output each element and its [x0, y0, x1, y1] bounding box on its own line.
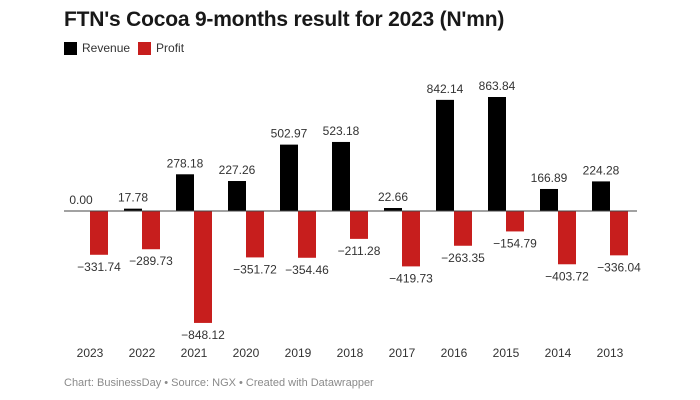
profit-bar-2020 — [246, 211, 264, 258]
profit-label-2013: −336.04 — [597, 260, 641, 274]
revenue-bar-2014 — [540, 188, 558, 211]
profit-label-2017: −419.73 — [389, 271, 433, 285]
profit-label-2023: −331.74 — [77, 260, 121, 274]
profit-bar-2015 — [506, 211, 524, 232]
profit-label-2014: −403.72 — [545, 269, 589, 283]
x-tick-label-2013: 2013 — [597, 346, 624, 360]
x-tick-label-2015: 2015 — [493, 346, 520, 360]
profit-bar-2018 — [350, 211, 368, 239]
revenue-bar-2020 — [228, 181, 246, 211]
x-tick-label-2023: 2023 — [77, 346, 104, 360]
revenue-bar-2021 — [176, 174, 194, 211]
profit-label-2018: −211.28 — [338, 244, 381, 258]
legend-swatch-revenue — [64, 41, 77, 55]
profit-bar-2019 — [298, 211, 316, 258]
revenue-label-2013: 224.28 — [583, 163, 620, 177]
chart-title: FTN's Cocoa 9-months result for 2023 (N'… — [64, 8, 505, 31]
x-tick-label-2018: 2018 — [337, 346, 364, 360]
legend-swatch-profit — [138, 41, 152, 55]
profit-bar-2017 — [402, 211, 420, 267]
x-tick-label-2022: 2022 — [129, 346, 156, 360]
profit-label-2022: −289.73 — [129, 254, 173, 268]
profit-bar-2021 — [194, 211, 212, 323]
revenue-label-2014: 166.89 — [531, 171, 568, 185]
x-tick-label-2019: 2019 — [285, 346, 312, 360]
profit-label-2016: −263.35 — [441, 251, 485, 265]
profit-label-2015: −154.79 — [493, 236, 537, 250]
x-tick-label-2016: 2016 — [441, 346, 468, 360]
revenue-bar-2018 — [332, 141, 350, 211]
legend-label-revenue: Revenue — [82, 41, 131, 55]
revenue-bar-2013 — [592, 181, 610, 211]
revenue-bar-2019 — [280, 144, 298, 211]
profit-bar-2016 — [454, 211, 472, 246]
revenue-label-2015: 863.84 — [479, 79, 516, 93]
profit-label-2021: −848.12 — [181, 328, 225, 342]
profit-label-2019: −354.46 — [285, 263, 329, 277]
legend: Revenue Profit — [64, 41, 192, 55]
profit-bar-2014 — [558, 211, 576, 265]
revenue-label-2016: 842.14 — [427, 82, 464, 96]
revenue-label-2023: 0.00 — [69, 193, 93, 207]
x-tick-label-2017: 2017 — [389, 346, 416, 360]
profit-bar-2022 — [142, 211, 160, 250]
revenue-label-2018: 523.18 — [323, 124, 360, 138]
revenue-bar-2017 — [384, 208, 402, 211]
legend-label-profit: Profit — [156, 41, 185, 55]
revenue-bar-2022 — [124, 208, 142, 211]
x-tick-label-2020: 2020 — [233, 346, 260, 360]
revenue-bar-2016 — [436, 99, 454, 211]
chart-footer: Chart: BusinessDay • Source: NGX • Creat… — [64, 377, 374, 389]
x-tick-label-2014: 2014 — [545, 346, 572, 360]
revenue-label-2017: 22.66 — [378, 190, 408, 204]
revenue-label-2019: 502.97 — [271, 127, 308, 141]
x-tick-label-2021: 2021 — [181, 346, 208, 360]
revenue-label-2020: 227.26 — [219, 163, 256, 177]
profit-label-2020: −351.72 — [233, 262, 277, 276]
revenue-bar-2015 — [488, 97, 506, 211]
revenue-label-2022: 17.78 — [118, 191, 148, 205]
profit-bar-2023 — [90, 211, 108, 255]
revenue-label-2021: 278.18 — [167, 156, 204, 170]
profit-bar-2013 — [610, 211, 628, 256]
